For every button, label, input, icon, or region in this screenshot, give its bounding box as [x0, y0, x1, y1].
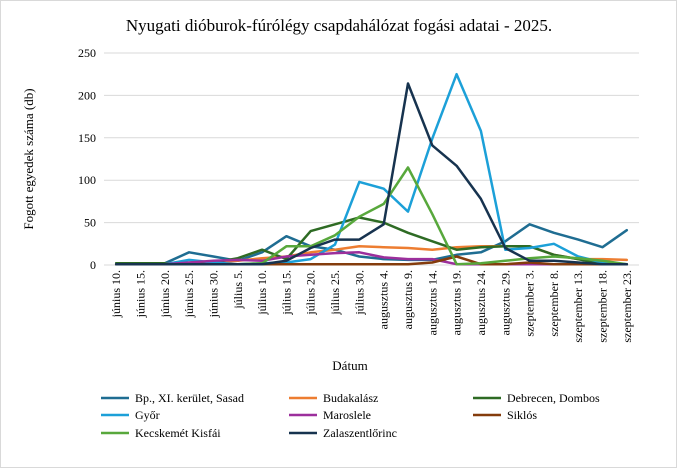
series-line-3 — [114, 72, 629, 266]
legend-label-5: Siklós — [507, 408, 537, 422]
x-tick-labels: június 10. június 15. június 20. június 25.… — [109, 270, 634, 343]
x-tick-label: augusztus 29. — [498, 270, 512, 335]
x-tick-label: június 20. — [158, 270, 172, 318]
x-tick-label: július 20. — [304, 270, 318, 316]
x-tick-label: június 30. — [206, 270, 220, 318]
legend-label-1: Budakalász — [323, 391, 378, 405]
x-tick-label: augusztus 4. — [377, 270, 391, 329]
x-tick-label: szeptember 18. — [596, 270, 610, 343]
x-tick-label: június 15. — [133, 270, 147, 318]
x-tick-label: augusztus 14. — [425, 270, 439, 335]
series-lines — [114, 72, 629, 266]
series-line-6 — [114, 166, 629, 266]
x-axis-title: Dátum — [332, 358, 367, 373]
x-tick-label: július 5. — [231, 270, 245, 310]
y-tick-label: 100 — [78, 173, 96, 187]
y-tick-label: 200 — [78, 88, 96, 102]
x-tick-label: augusztus 19. — [450, 270, 464, 335]
legend-label-6: Kecskemét Kisfái — [135, 426, 221, 440]
y-tick-label: 0 — [90, 258, 96, 272]
x-tick-label: augusztus 24. — [474, 270, 488, 335]
x-tick-label: szeptember 23. — [620, 270, 634, 343]
legend-label-0: Bp., XI. kerület, Sasad — [135, 391, 244, 405]
x-tick-label: szeptember 13. — [571, 270, 585, 343]
y-tick-label: 150 — [78, 131, 96, 145]
x-tick-label: július 15. — [279, 270, 293, 316]
x-tick-label: június 10. — [109, 270, 123, 318]
legend: Bp., XI. kerület, Sasad Budakalász Debrece… — [101, 391, 600, 440]
y-tick-label: 250 — [78, 46, 96, 60]
x-tick-label: szeptember 8. — [547, 270, 561, 337]
x-tick-label: augusztus 9. — [401, 270, 415, 329]
x-tick-label: június 25. — [182, 270, 196, 318]
legend-label-3: Győr — [135, 408, 160, 422]
x-tick-label: szeptember 3. — [523, 270, 537, 337]
x-tick-label: július 25. — [328, 270, 342, 316]
legend-label-4: Maroslele — [323, 408, 371, 422]
chart-title: Nyugati dióburok-fúrólégy csapdahálózat … — [126, 16, 552, 35]
legend-label-7: Zalaszentlőrinc — [323, 426, 397, 440]
legend-label-2: Debrecen, Dombos — [507, 391, 600, 405]
y-tick-label: 50 — [84, 216, 96, 230]
series-line-0 — [114, 223, 629, 265]
x-tick-label: július 30. — [352, 270, 366, 316]
series-line-7 — [114, 82, 629, 266]
y-tick-labels: 0 50 100 150 200 250 — [78, 46, 96, 272]
x-tick-label: július 10. — [255, 270, 269, 316]
y-axis-title: Fogott egyedek száma (db) — [21, 88, 36, 229]
